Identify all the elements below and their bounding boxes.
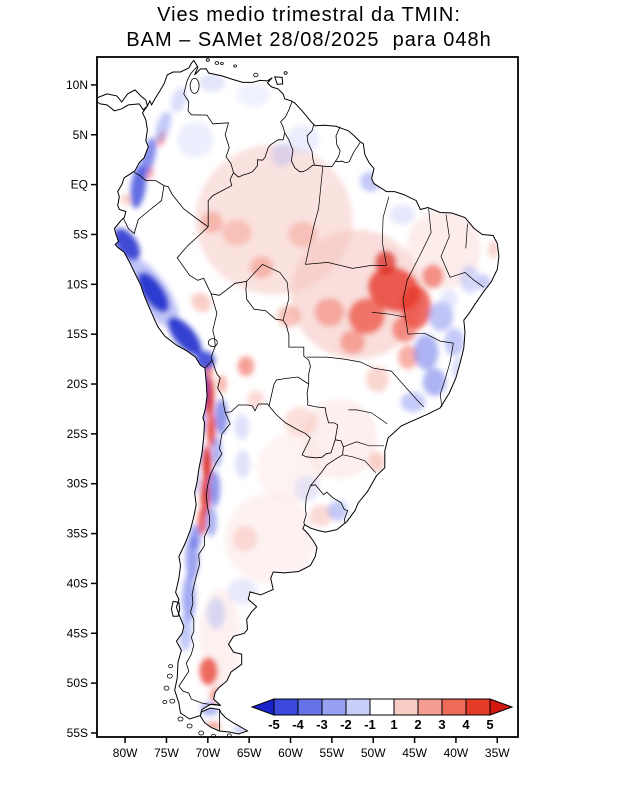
lat-tick-label: 5N — [73, 128, 88, 142]
bias-field — [114, 73, 499, 734]
state-borders — [246, 166, 485, 473]
lat-tick-label: 10N — [66, 78, 88, 92]
colorbar-segment — [273, 698, 299, 716]
colorbar-tick-label: 4 — [462, 717, 470, 732]
title-block: Vies medio trimestral da TMIN: BAM – SAM… — [0, 3, 618, 53]
map-frame — [96, 56, 519, 738]
colorbar-segment — [321, 698, 347, 716]
title-line-2: BAM – SAMet 28/08/2025 para 048h — [126, 29, 492, 51]
lon-tick-label: 45W — [402, 746, 427, 760]
lon-tick-label: 80W — [113, 746, 138, 760]
islands — [162, 58, 288, 739]
lat-tick-label: 45S — [67, 626, 88, 640]
lat-tick-label: 55S — [67, 726, 88, 740]
colorbar-segment — [297, 698, 323, 716]
colorbar-tick-label: 3 — [438, 717, 445, 732]
lat-tick-label: 30S — [67, 477, 88, 491]
colorbar-tick-label: -2 — [340, 717, 352, 732]
lat-tick-label: 50S — [67, 676, 88, 690]
lon-tick-label: 40W — [444, 746, 469, 760]
coastline — [96, 59, 500, 735]
title-line-1: Vies medio trimestral da TMIN: — [157, 4, 461, 26]
lat-tick-label: 40S — [67, 576, 88, 590]
colorbar-left-arrow — [250, 698, 275, 716]
colorbar-tick-label: 1 — [390, 717, 397, 732]
lon-tick-label: 65W — [237, 746, 262, 760]
colorbar-tick-label: -4 — [292, 717, 304, 732]
lat-tick-label: 25S — [67, 427, 88, 441]
colorbar: -5 -4 -3 -2 -1 1 2 3 4 5 — [250, 698, 514, 732]
lat-tick-label: 15S — [67, 327, 88, 341]
lat-axis: 10N 5N EQ 5S 10S 15S 20S 25S 30S 35S 40S 45S 50S 55S — [66, 78, 97, 740]
lon-tick-label: 70W — [195, 746, 220, 760]
lat-tick-label: EQ — [71, 178, 88, 192]
colorbar-tick-label: 2 — [414, 717, 421, 732]
colorbar-segment — [417, 698, 443, 716]
colorbar-tick-label: -5 — [268, 717, 280, 732]
colorbar-segment — [369, 698, 395, 716]
colorbar-segment — [345, 698, 371, 716]
lon-tick-label: 50W — [361, 746, 386, 760]
lon-tick-label: 55W — [320, 746, 345, 760]
colorbar-segment — [465, 698, 491, 716]
colorbar-right-arrow — [489, 698, 514, 716]
lon-axis: 80W 75W 70W 65W 60W 55W 50W 45W 40W 35W — [113, 737, 510, 760]
colorbar-segment — [393, 698, 419, 716]
lon-tick-label: 35W — [485, 746, 510, 760]
colorbar-segment — [441, 698, 467, 716]
lat-tick-label: 10S — [67, 277, 88, 291]
lat-tick-label: 20S — [67, 377, 88, 391]
lat-tick-label: 5S — [73, 227, 88, 241]
lat-tick-label: 35S — [67, 527, 88, 541]
lon-tick-label: 75W — [154, 746, 179, 760]
lon-tick-label: 60W — [278, 746, 303, 760]
colorbar-tick-label: -1 — [364, 717, 376, 732]
colorbar-tick-label: -3 — [316, 717, 328, 732]
colorbar-tick-label: 5 — [486, 717, 493, 732]
